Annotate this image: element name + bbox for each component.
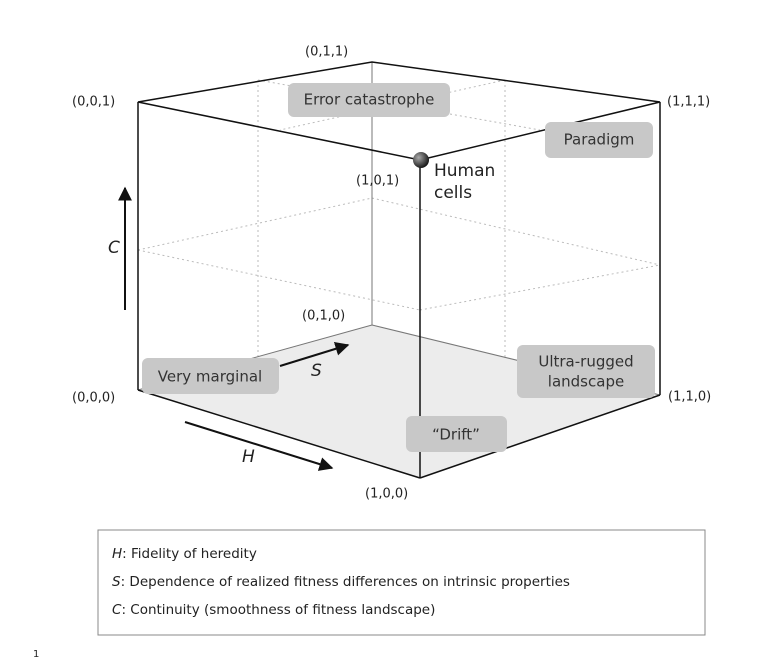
region-label: “Drift” <box>432 426 480 444</box>
region-box <box>545 122 653 158</box>
axis-arrows <box>118 186 350 471</box>
axis-label: H <box>242 447 255 467</box>
region-label: Ultra-rugged <box>538 353 633 371</box>
region-box <box>142 358 279 394</box>
corner-label: (0,1,0) <box>302 309 345 324</box>
corner-label: (1,1,1) <box>667 95 710 110</box>
front-edges <box>137 61 661 479</box>
corner-label: (0,1,1) <box>305 45 348 60</box>
legend-text: : Fidelity of heredity <box>122 546 257 562</box>
footnote: 1 <box>33 649 39 659</box>
corner-labels: (0,0,1) (0,1,1) (1,1,1) (1,0,1) (0,1,0) … <box>72 45 711 502</box>
region-label: Error catastrophe <box>304 91 435 109</box>
legend-box <box>97 529 706 636</box>
legend-item: H: Fidelity of heredity <box>112 546 257 562</box>
region-box <box>406 416 507 452</box>
legend-item: S: Dependence of realized fitness differ… <box>112 574 570 590</box>
corner-label: (1,0,0) <box>365 487 408 502</box>
region-box <box>517 345 655 398</box>
legend-symbol: H <box>112 546 122 562</box>
region-label: Very marginal <box>158 368 262 386</box>
point-label: cells <box>434 183 472 203</box>
point-label: Human <box>434 161 495 181</box>
legend-text: : Continuity (smoothness of fitness land… <box>121 602 435 618</box>
corner-label: (1,1,0) <box>668 390 711 405</box>
legend-text: : Dependence of realized fitness differe… <box>121 574 570 590</box>
region-boxes: Error catastrophe Paradigm Very marginal… <box>142 83 655 452</box>
legend-symbol: C <box>112 602 122 618</box>
corner-label: (0,0,0) <box>72 391 115 406</box>
legend-item: C: Continuity (smoothness of fitness lan… <box>112 602 435 618</box>
axis-label: C <box>108 238 120 258</box>
corner-label: (1,0,1) <box>356 174 399 189</box>
region-box <box>288 83 450 117</box>
region-label: landscape <box>548 373 624 391</box>
axis-label: S <box>311 361 322 381</box>
human-cells-point <box>413 152 429 168</box>
legend-symbol: S <box>112 574 121 590</box>
region-label: Paradigm <box>564 131 635 149</box>
corner-label: (0,0,1) <box>72 95 115 110</box>
